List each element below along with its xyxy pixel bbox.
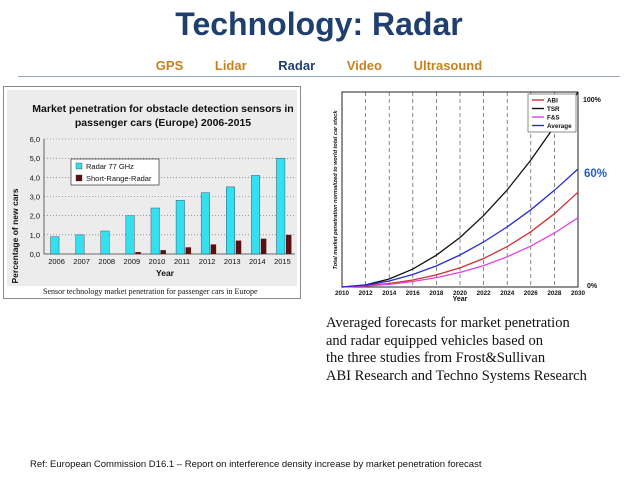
bar-chart-legend: Radar 77 GHz Short-Range-Radar xyxy=(70,158,160,186)
line-legend-label: Average xyxy=(547,123,572,130)
line-chart-xlabel: Year xyxy=(453,296,468,303)
line-legend-label: F&S xyxy=(547,114,560,121)
nav-item-gps[interactable]: GPS xyxy=(155,58,184,73)
bar-ytick-label: 2,0 xyxy=(30,212,40,221)
bar-xtick-label: 2008 xyxy=(98,257,115,266)
bar-radar77-2013 xyxy=(226,186,235,255)
bar-chart-caption: Sensor technology market penetration for… xyxy=(43,287,258,296)
line-xtick-label: 2016 xyxy=(406,290,421,297)
nav-item-lidar[interactable]: Lidar xyxy=(214,58,247,73)
bar-srr-2014 xyxy=(260,238,267,254)
line-chart-frame xyxy=(341,91,579,288)
line-chart: 2010 2012 2014 2016 2018 2020 2022 2024 2026 2028… xyxy=(328,84,636,306)
bar-xtick-label: 2013 xyxy=(224,257,241,266)
line-chart-background xyxy=(328,84,636,306)
line-xtick-label: 2030 xyxy=(571,290,586,297)
bar-legend-box xyxy=(70,158,160,186)
caption-line-4: ABI Research and Techno Systems Research xyxy=(326,367,587,384)
reference-footnote: Ref: European Commission D16.1 – Report … xyxy=(30,459,482,470)
bar-xtick-label: 2011 xyxy=(174,257,190,266)
bar-radar77-2012 xyxy=(200,192,210,255)
line-chart-annotation-60pct: 60% xyxy=(584,168,607,180)
bar-xtick-label: 2007 xyxy=(73,257,90,266)
bar-ytick-label: 1,0 xyxy=(30,231,40,240)
bar-srr-2012 xyxy=(210,244,217,254)
line-series-f-s xyxy=(341,217,579,288)
bar-radar77-2010 xyxy=(150,207,160,255)
line-xtick-label: 2024 xyxy=(500,290,515,297)
bar-chart-xlabel: Year xyxy=(156,268,175,278)
line-xtick-label: 2020 xyxy=(453,290,468,297)
caption-line-1: Averaged forecasts for market penetratio… xyxy=(326,315,570,331)
bar-ytick-label: 5,0 xyxy=(30,154,40,163)
bar-ytick-label: 3,0 xyxy=(30,193,40,202)
bar-srr-2011 xyxy=(185,247,192,254)
bar-srr-2010 xyxy=(160,250,166,254)
bar-legend-swatch-srr xyxy=(75,174,83,182)
line-xtick-label: 2018 xyxy=(429,290,444,297)
slide-title: Technology: Radar xyxy=(175,6,463,42)
bar-xtick-label: 2015 xyxy=(274,257,291,266)
nav-divider xyxy=(18,76,620,77)
bar-srr-2009 xyxy=(135,252,141,254)
nav-item-radar[interactable]: Radar xyxy=(278,58,316,73)
bar-radar77-2008 xyxy=(100,230,110,255)
bar-chart: Market penetration for obstacle detectio… xyxy=(3,86,301,299)
bar-radar77-2015 xyxy=(276,157,286,255)
bar-radar77-2011 xyxy=(175,200,185,255)
nav-item-ultrasound[interactable]: Ultrasound xyxy=(413,58,483,73)
bar-xtick-label: 2014 xyxy=(249,257,266,266)
line-xtick-label: 2010 xyxy=(335,290,350,297)
bar-ytick-label: 0,0 xyxy=(30,250,40,259)
line-chart-ylabel: Total market penetration normalized to w… xyxy=(333,110,339,270)
caption-line-2: and radar equipped vehicles based on xyxy=(326,332,544,349)
bar-chart-title-line1: Market penetration for obstacle detectio… xyxy=(32,103,293,115)
bar-ytick-label: 6,0 xyxy=(30,135,40,144)
line-legend-label: TSR xyxy=(547,106,560,113)
bar-chart-title-line2: passenger cars (Europe) 2006-2015 xyxy=(75,117,251,129)
bar-chart-ylabel: Percentage of new cars xyxy=(10,188,20,283)
forecast-caption: Averaged forecasts for market penetratio… xyxy=(326,315,636,385)
caption-line-3: the three studies from Frost&Sullivan xyxy=(326,350,546,366)
line-xtick-label: 2014 xyxy=(382,290,397,297)
nav-item-video[interactable]: Video xyxy=(346,58,382,73)
line-xtick-label: 2012 xyxy=(359,290,374,297)
technology-nav: GPS Lidar Radar Video Ultrasound xyxy=(0,58,638,73)
bar-xtick-label: 2012 xyxy=(199,257,216,266)
bar-xtick-label: 2009 xyxy=(124,257,141,266)
bar-radar77-2014 xyxy=(251,175,261,255)
line-series-tsr xyxy=(341,91,579,288)
line-xtick-label: 2026 xyxy=(524,290,539,297)
line-chart-label-100pct: 100% xyxy=(583,97,602,104)
bar-legend-swatch-radar77 xyxy=(75,162,83,170)
bar-ytick-label: 4,0 xyxy=(30,173,40,182)
bar-radar77-2009 xyxy=(125,215,135,255)
line-chart-label-0pct: 0% xyxy=(587,283,598,290)
bar-srr-2015 xyxy=(285,234,292,254)
line-xtick-label: 2028 xyxy=(547,290,562,297)
bar-legend-label-radar77: Radar 77 GHz xyxy=(86,162,134,171)
bar-srr-2013 xyxy=(235,240,242,254)
line-legend-label: ABI xyxy=(547,97,558,104)
bar-xtick-label: 2006 xyxy=(48,257,65,266)
line-xtick-label: 2022 xyxy=(477,290,492,297)
bar-xtick-label: 2010 xyxy=(149,257,166,266)
bar-legend-label-srr: Short-Range-Radar xyxy=(86,174,152,183)
bar-radar77-2007 xyxy=(75,234,85,255)
line-series-average xyxy=(341,168,579,288)
bar-radar77-2006 xyxy=(50,236,60,255)
